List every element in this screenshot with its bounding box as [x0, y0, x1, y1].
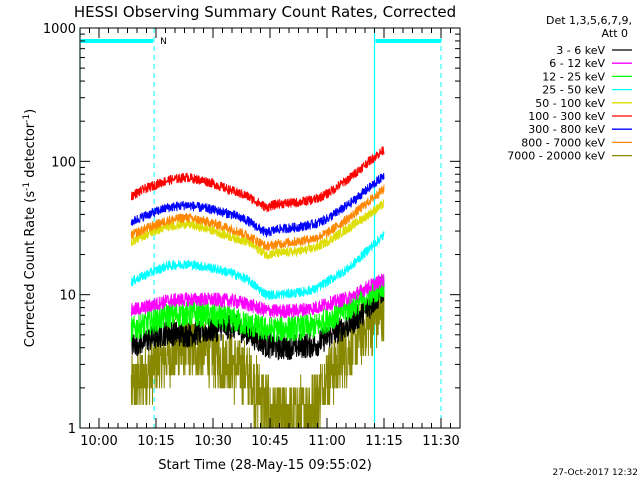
legend-header-line-2: Att 0: [602, 27, 628, 40]
series-line-7: [130, 184, 385, 251]
x-tick-label: 10:00: [80, 434, 117, 449]
x-tick-label: 10:30: [194, 434, 231, 449]
y-axis-label-mid: detector: [23, 122, 38, 182]
y-axis-label-sup1: -1: [22, 182, 32, 191]
y-axis-label: Corrected Count Rate (s-1 detector-1): [22, 109, 38, 347]
x-tick-label: 10:15: [137, 434, 174, 449]
legend-label: 12 - 25 keV: [542, 70, 605, 83]
series-line-6: [130, 172, 385, 238]
y-axis-label-end: ): [23, 109, 38, 114]
y-tick-label: 100: [51, 155, 76, 170]
y-axis-label-sup2: -1: [22, 114, 32, 123]
series-line-5: [130, 146, 385, 213]
night-bar-right: [375, 39, 441, 43]
legend-label: 3 - 6 keV: [556, 44, 605, 57]
night-bar-left: [81, 39, 154, 43]
x-tick-label: 11:15: [365, 434, 402, 449]
night-label: N: [160, 37, 167, 47]
x-tick-label: 11:30: [422, 434, 459, 449]
y-tick-label: 1000: [43, 22, 76, 37]
series-line-0: [130, 277, 385, 361]
legend-label: 100 - 300 keV: [528, 110, 605, 123]
y-axis-label-main: Corrected Count Rate (s: [23, 191, 38, 348]
data-series-layer: [130, 146, 385, 429]
series-line-3: [130, 231, 385, 300]
y-tick-label: 1: [68, 422, 76, 437]
legend-label: 25 - 50 keV: [542, 84, 605, 97]
legend-label: 6 - 12 keV: [549, 57, 605, 70]
series-line-2: [130, 274, 385, 343]
legend-label: 800 - 7000 keV: [521, 136, 605, 149]
legend-label: 50 - 100 keV: [535, 97, 605, 110]
x-tick-label: 11:00: [308, 434, 345, 449]
axes: 10:00 10:15 10:30 10:45 11:00 11:15 11:30 1 10 10…: [43, 22, 461, 449]
y-tick-label: 10: [59, 289, 76, 304]
x-axis-label: Start Time (28-May-15 09:55:02): [158, 458, 372, 473]
legend-header-line-1: Det 1,3,5,6,7,9,: [546, 14, 632, 27]
chart-title: HESSI Observing Summary Count Rates, Cor…: [74, 3, 456, 21]
legend-label: 300 - 800 keV: [528, 123, 605, 136]
series-line-1: [130, 273, 385, 319]
x-tick-label: 10:45: [251, 434, 288, 449]
timestamp: 27-Oct-2017 12:32: [553, 468, 638, 478]
legend-label: 7000 - 20000 keV: [507, 150, 605, 163]
series-line-4: [130, 199, 385, 260]
